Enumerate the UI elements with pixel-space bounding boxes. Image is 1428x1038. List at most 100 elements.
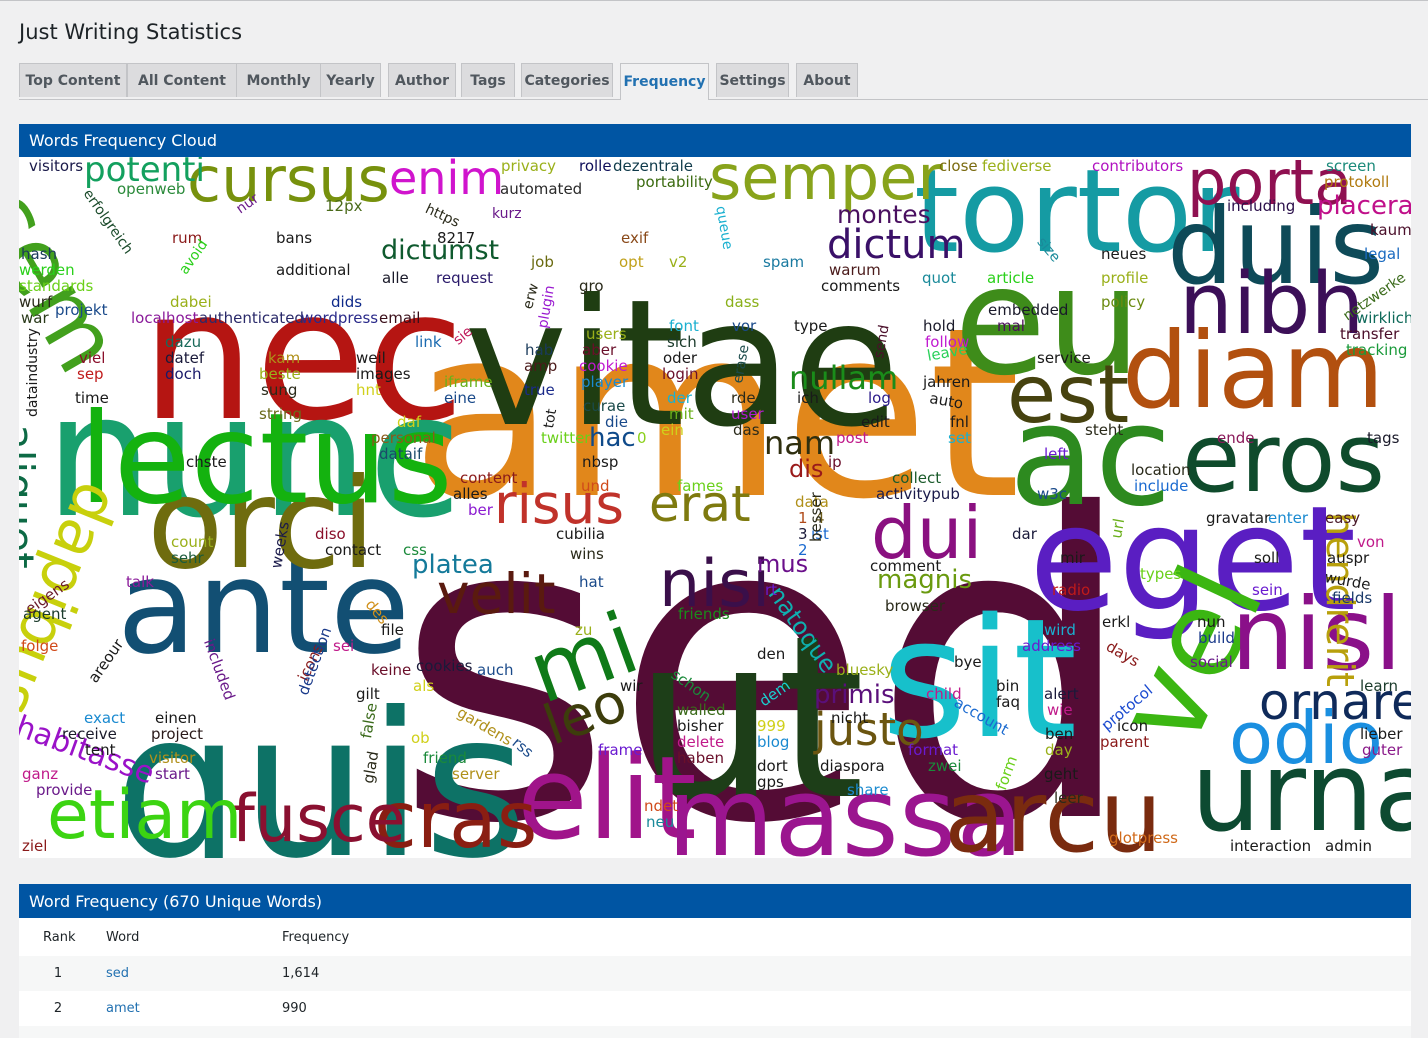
cloud-word[interactable]: sung <box>261 381 298 399</box>
word-link[interactable]: sed <box>106 966 130 981</box>
cloud-word[interactable]: comments <box>821 277 901 295</box>
cloud-word[interactable]: potenti <box>84 157 205 190</box>
cloud-word[interactable]: nun <box>1197 613 1226 631</box>
cloud-word[interactable]: amet <box>411 278 1021 551</box>
cloud-word[interactable]: interaction <box>1230 837 1312 855</box>
cloud-word[interactable]: fields <box>1332 589 1373 607</box>
cloud-word[interactable]: dids <box>331 293 363 311</box>
cloud-word[interactable]: protokoll <box>1324 173 1390 191</box>
cloud-word[interactable]: guter <box>1362 741 1403 759</box>
tab-yearly[interactable]: Yearly <box>320 63 381 97</box>
cloud-word[interactable]: start <box>155 765 190 783</box>
cloud-word[interactable]: fusce <box>232 782 406 857</box>
cloud-word[interactable]: tortor <box>914 157 1240 279</box>
cloud-word[interactable]: curae <box>583 397 626 415</box>
cloud-word[interactable]: dazu <box>165 333 202 351</box>
cloud-word[interactable]: ein <box>661 421 684 439</box>
cloud-word[interactable]: edit <box>861 413 890 431</box>
cloud-word[interactable]: left <box>1044 445 1069 463</box>
cloud-word[interactable]: cursus <box>187 157 390 216</box>
cloud-word[interactable]: ziel <box>22 837 48 855</box>
cloud-word[interactable]: mit <box>669 405 694 423</box>
cloud-word[interactable]: walled <box>677 701 726 719</box>
cloud-word[interactable]: ben <box>1045 725 1074 743</box>
cloud-word[interactable]: einen <box>155 709 197 727</box>
cloud-word[interactable]: doch <box>165 365 202 383</box>
cloud-word[interactable]: montes <box>837 200 931 229</box>
cloud-word[interactable]: child <box>926 685 962 703</box>
cloud-word[interactable]: wordpress <box>301 309 379 327</box>
cloud-word[interactable]: contributors <box>1092 157 1184 175</box>
cloud-word[interactable]: blog <box>757 733 790 751</box>
cloud-word[interactable]: share <box>847 781 889 799</box>
cloud-word[interactable]: risus <box>494 472 625 536</box>
cloud-word[interactable]: embedded <box>988 301 1069 319</box>
cloud-word[interactable]: soll <box>1254 549 1280 567</box>
cloud-word[interactable]: nisl <box>1231 576 1403 693</box>
cloud-word[interactable]: dass <box>725 293 760 311</box>
cloud-word[interactable]: mir <box>1060 549 1085 567</box>
cloud-word[interactable]: ndet <box>644 797 679 815</box>
cloud-word[interactable]: ber <box>468 501 493 519</box>
cloud-word[interactable]: standards <box>19 277 94 295</box>
cloud-word[interactable]: war <box>21 309 49 327</box>
cloud-word[interactable]: ip <box>828 453 842 471</box>
cloud-word[interactable]: dar <box>1012 525 1037 543</box>
tab-about[interactable]: About <box>796 63 858 97</box>
cloud-word[interactable]: profile <box>1101 269 1149 287</box>
cloud-word[interactable]: bye <box>954 653 982 671</box>
cloud-word[interactable]: localhost <box>131 309 199 327</box>
cloud-word[interactable]: semper <box>709 157 943 214</box>
cloud-word[interactable]: nullam <box>789 359 899 397</box>
cloud-word[interactable]: admin <box>1325 837 1372 855</box>
cloud-word[interactable]: hat <box>579 573 604 591</box>
cloud-word[interactable]: tot <box>541 407 561 430</box>
cloud-word[interactable]: nam <box>764 424 836 462</box>
cloud-word[interactable]: ut <box>634 588 865 850</box>
cloud-word[interactable]: nicht <box>831 709 869 727</box>
cloud-word[interactable]: opt <box>619 253 644 271</box>
cloud-word[interactable]: als <box>413 677 435 695</box>
cloud-word[interactable]: massa <box>667 753 1024 858</box>
cloud-word[interactable]: transfer <box>1340 325 1400 343</box>
cloud-word[interactable]: nisi <box>659 547 771 622</box>
cloud-word[interactable]: rde <box>731 389 756 407</box>
cloud-word[interactable]: easy <box>1325 509 1361 527</box>
cloud-word[interactable]: dui <box>871 491 983 575</box>
cloud-word[interactable]: nbsp <box>582 453 619 471</box>
cloud-word[interactable]: personal <box>371 429 436 447</box>
cloud-word[interactable]: nunc <box>45 358 462 556</box>
cloud-word[interactable]: twitter <box>541 429 591 447</box>
cloud-word[interactable]: css <box>403 541 427 559</box>
cloud-word[interactable]: zwei <box>928 757 962 775</box>
tab-frequency[interactable]: Frequency <box>620 63 709 100</box>
cloud-word[interactable]: daf <box>397 413 421 431</box>
cloud-word[interactable]: include <box>1134 477 1189 495</box>
cloud-word[interactable]: kurz <box>492 206 522 222</box>
cloud-word[interactable]: keine <box>371 661 412 679</box>
cloud-word[interactable]: etiam <box>47 776 243 855</box>
cloud-word[interactable]: fames <box>677 477 724 495</box>
cloud-word[interactable]: tags <box>1367 429 1400 447</box>
cloud-word[interactable]: agent <box>23 605 67 623</box>
cloud-word[interactable]: datef <box>165 349 205 367</box>
cloud-word[interactable]: bin <box>996 677 1020 695</box>
cloud-word[interactable]: justo <box>814 703 924 756</box>
cloud-word[interactable]: alert <box>1044 685 1079 703</box>
cloud-word[interactable]: follow <box>925 333 970 351</box>
cloud-word[interactable]: geht <box>1044 765 1079 783</box>
cloud-word[interactable]: alle <box>382 269 409 287</box>
cloud-word[interactable]: alles <box>453 485 488 503</box>
cloud-word[interactable]: address <box>1022 637 1081 655</box>
cloud-word[interactable]: velit <box>437 562 556 626</box>
cloud-word[interactable]: 8217 <box>437 229 476 247</box>
cloud-word[interactable]: 999 <box>757 717 786 735</box>
cloud-word[interactable]: eu <box>954 235 1142 409</box>
cloud-word[interactable]: beste <box>259 365 301 383</box>
cloud-word[interactable]: leer <box>1054 789 1083 807</box>
tab-top-content[interactable]: Top Content <box>19 63 127 97</box>
cloud-word[interactable]: dictumst <box>381 235 500 266</box>
cloud-word[interactable]: sit <box>881 583 1078 775</box>
cloud-word[interactable]: iframe <box>444 373 493 391</box>
cloud-word[interactable]: login <box>662 365 699 383</box>
